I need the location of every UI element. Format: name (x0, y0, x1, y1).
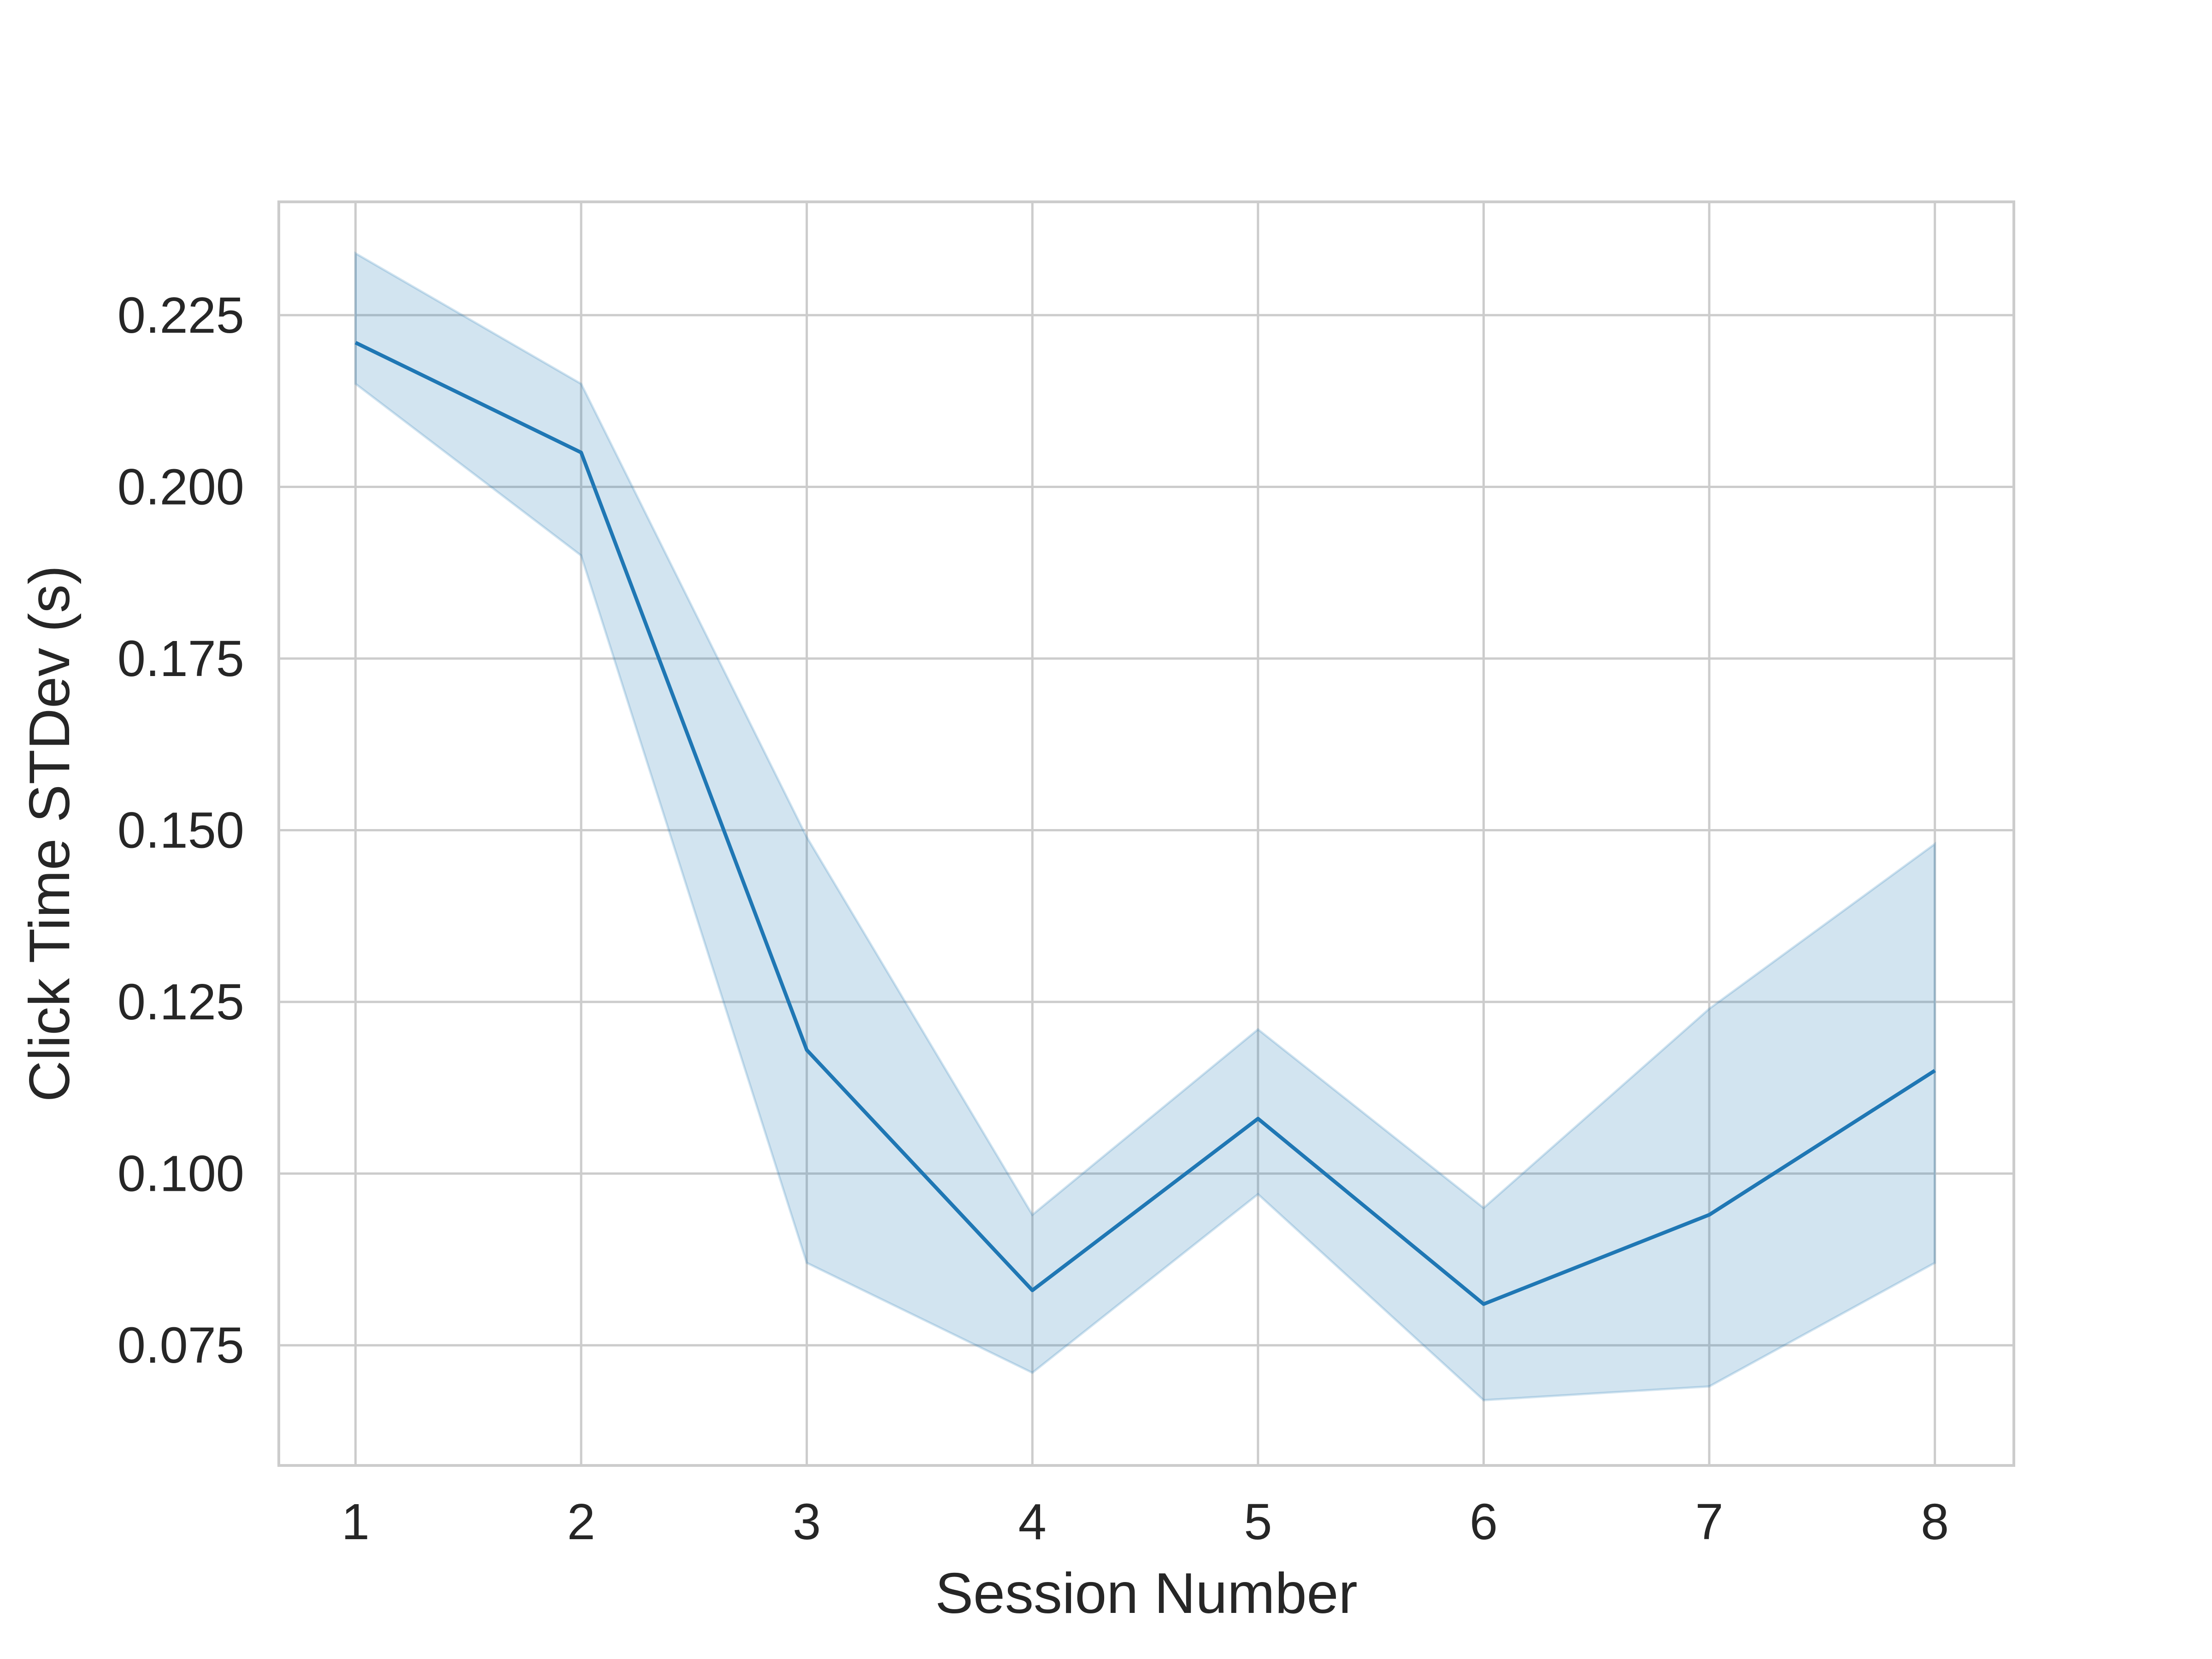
y-tick-label: 0.075 (118, 1317, 244, 1374)
confidence-band-layer (354, 251, 1936, 1401)
y-tick-label: 0.125 (118, 974, 244, 1030)
confidence-band (354, 251, 1936, 1401)
y-tick-label: 0.200 (118, 459, 244, 515)
x-tick-label: 3 (793, 1494, 821, 1550)
y-tick-label: 0.150 (118, 802, 244, 859)
y-tick-label: 0.225 (118, 287, 244, 344)
plot-frame (277, 200, 2015, 1467)
y-tick-label: 0.100 (118, 1146, 244, 1202)
x-tick-label: 2 (567, 1494, 595, 1550)
series-line-layer (354, 341, 1936, 1306)
x-tick-label: 1 (341, 1494, 370, 1550)
grid-layer (279, 202, 2014, 1465)
x-tick-label: 6 (1470, 1494, 1498, 1550)
y-axis-title: Click Time STDev (s) (18, 565, 82, 1102)
x-tick-label: 7 (1695, 1494, 1723, 1550)
x-tick-label: 8 (1921, 1494, 1949, 1550)
x-tick-labels: 1 2 3 4 5 6 7 8 (341, 1494, 1949, 1550)
y-tick-labels: 0.075 0.100 0.125 0.150 0.175 0.200 0.225 (118, 287, 244, 1374)
x-axis-title: Session Number (935, 1562, 1358, 1625)
y-tick-label: 0.175 (118, 630, 244, 687)
x-tick-label: 4 (1018, 1494, 1047, 1550)
series-line (354, 341, 1936, 1306)
x-tick-label: 5 (1244, 1494, 1272, 1550)
